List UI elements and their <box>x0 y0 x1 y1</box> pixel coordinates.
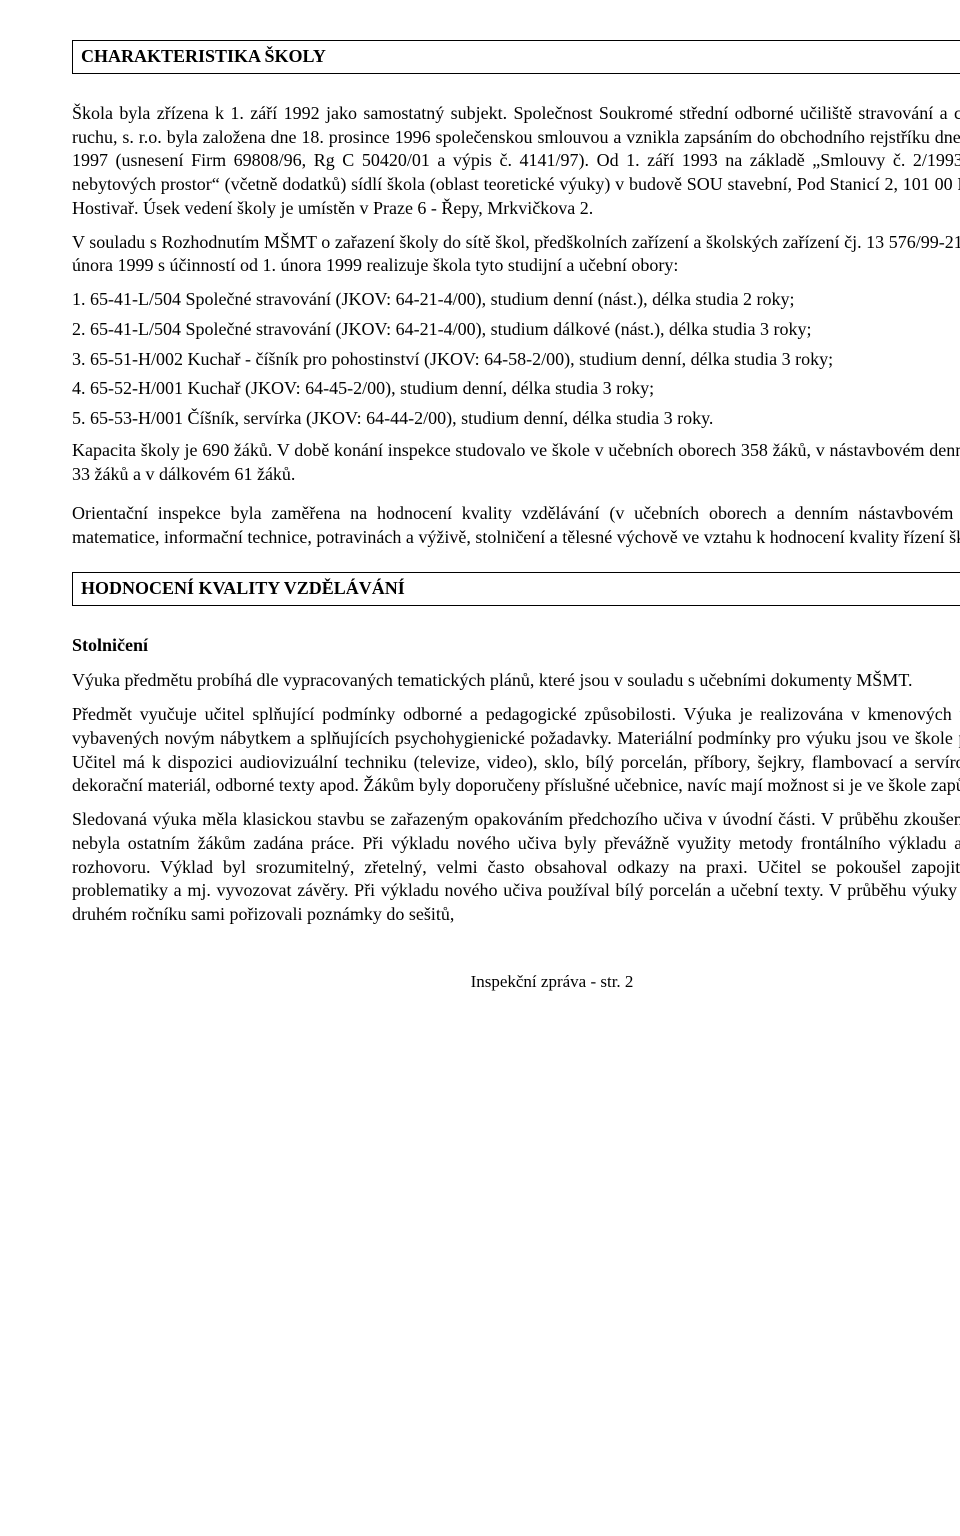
body-paragraph: Škola byla zřízena k 1. září 1992 jako s… <box>72 102 960 221</box>
heading-text: HODNOCENÍ KVALITY VZDĚLÁVÁNÍ <box>81 578 405 598</box>
body-paragraph: Orientační inspekce byla zaměřena na hod… <box>72 502 960 550</box>
body-paragraph: Kapacita školy je 690 žáků. V době konán… <box>72 439 960 487</box>
page-footer: Inspekční zpráva - str. 2 <box>72 971 960 993</box>
body-paragraph: Výuka předmětu probíhá dle vypracovaných… <box>72 669 960 693</box>
body-paragraph: Sledovaná výuka měla klasickou stavbu se… <box>72 808 960 927</box>
list-item: 3. 65-51-H/002 Kuchař - číšník pro pohos… <box>72 348 960 372</box>
list-item: 5. 65-53-H/001 Číšník, servírka (JKOV: 6… <box>72 407 960 431</box>
subheading-text: Stolničení <box>72 635 148 655</box>
body-paragraph: V souladu s Rozhodnutím MŠMT o zařazení … <box>72 231 960 279</box>
list-item: 2. 65-41-L/504 Společné stravování (JKOV… <box>72 318 960 342</box>
section-heading-evaluation: HODNOCENÍ KVALITY VZDĚLÁVÁNÍ <box>72 572 960 606</box>
list-item: 4. 65-52-H/001 Kuchař (JKOV: 64-45-2/00)… <box>72 377 960 401</box>
heading-text: CHARAKTERISTIKA ŠKOLY <box>81 46 326 66</box>
study-programs-list: 1. 65-41-L/504 Společné stravování (JKOV… <box>72 288 960 431</box>
subsection-heading: Stolničení <box>72 634 960 658</box>
section-heading-characteristics: CHARAKTERISTIKA ŠKOLY <box>72 40 960 74</box>
footer-text: Inspekční zpráva - str. 2 <box>471 972 634 991</box>
body-paragraph: Předmět vyučuje učitel splňující podmínk… <box>72 703 960 798</box>
list-item: 1. 65-41-L/504 Společné stravování (JKOV… <box>72 288 960 312</box>
